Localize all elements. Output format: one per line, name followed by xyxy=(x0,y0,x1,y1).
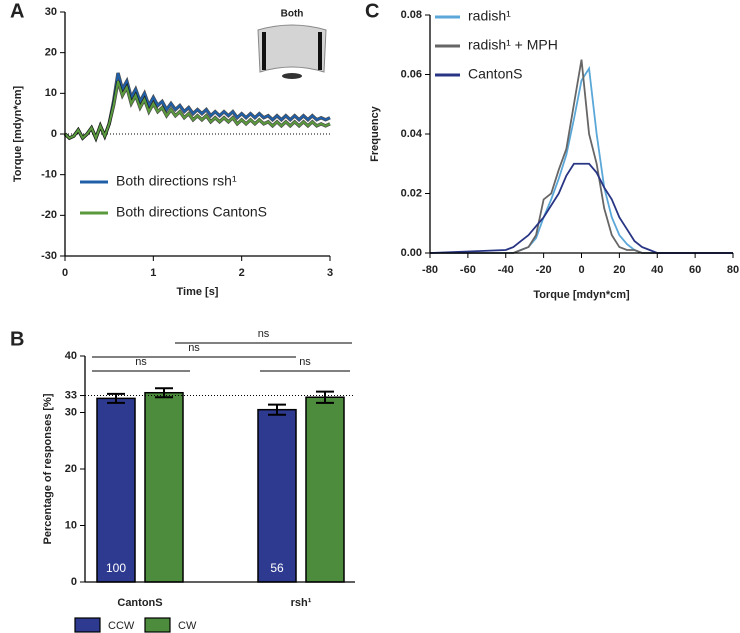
x-tick-label: 0 xyxy=(578,264,584,276)
x-tick-label: 0 xyxy=(62,267,68,279)
significance-label: ns xyxy=(188,342,200,354)
bar xyxy=(96,397,136,583)
y-tick-label: 0 xyxy=(51,128,57,140)
annotation: Both xyxy=(281,9,304,20)
series-line xyxy=(430,65,733,254)
y-axis-label: Percentage of responses [%] xyxy=(42,393,54,544)
series-outline xyxy=(63,72,331,143)
legend-label: CW xyxy=(178,620,197,632)
x-tick-label: -40 xyxy=(498,264,514,276)
y-tick-label: 20 xyxy=(45,47,57,59)
x-tick-label: 2 xyxy=(239,267,245,279)
legend-label: radish¹ + MPH xyxy=(468,37,558,53)
y-tick-label: -20 xyxy=(41,209,57,221)
panel-letter: B xyxy=(10,328,24,350)
legend-label: radish¹ xyxy=(468,8,511,24)
x-tick-label: 20 xyxy=(613,264,625,276)
panel-letter: A xyxy=(10,0,24,22)
legend-label: Both directions CantonS xyxy=(116,204,267,220)
series-line xyxy=(430,59,733,254)
fly xyxy=(282,73,302,79)
bar xyxy=(257,408,297,583)
x-tick-label: rsh¹ xyxy=(291,597,312,609)
bar xyxy=(305,396,345,583)
y-tick-label: 0.00 xyxy=(401,247,422,259)
y-tick-label: 0.02 xyxy=(401,187,422,199)
y-axis-label: Frequency xyxy=(369,105,381,162)
arena xyxy=(257,24,327,73)
y-tick-label: -30 xyxy=(41,250,57,262)
error-bar xyxy=(316,390,334,404)
significance-label: ns xyxy=(258,328,270,340)
error-bar xyxy=(268,403,286,416)
significance-label: ns xyxy=(299,356,311,368)
x-tick-label: 60 xyxy=(689,264,701,276)
x-tick-label: CantonS xyxy=(117,597,162,609)
x-tick-label: -80 xyxy=(422,264,438,276)
legend-label: CCW xyxy=(108,620,135,632)
panel-letter: C xyxy=(365,0,379,22)
x-tick-label: 3 xyxy=(327,267,333,279)
legend-swatch xyxy=(74,617,101,633)
legend-swatch xyxy=(144,617,171,633)
y-tick-label: 40 xyxy=(65,350,77,362)
significance-label: ns xyxy=(135,356,147,368)
bar xyxy=(144,391,184,583)
y-tick-label: 0.06 xyxy=(401,68,422,80)
y-tick-label: 20 xyxy=(65,463,77,475)
x-tick-label: -60 xyxy=(460,264,476,276)
x-axis-label: Time [s] xyxy=(177,286,219,298)
arena-icon xyxy=(257,24,327,79)
y-tick-label: 0.04 xyxy=(401,128,423,140)
arena-bar xyxy=(318,32,322,70)
x-tick-label: 80 xyxy=(727,264,739,276)
series-line xyxy=(64,72,331,141)
y-tick-label: 10 xyxy=(65,519,77,531)
y-tick-label: 30 xyxy=(45,6,57,18)
y-tick-label: 30 xyxy=(65,406,77,418)
y-tick-label: 0 xyxy=(71,576,77,588)
x-tick-label: -20 xyxy=(536,264,552,276)
count-label: 56 xyxy=(270,561,284,575)
x-tick-label: 40 xyxy=(651,264,663,276)
x-tick-label: 1 xyxy=(150,267,156,279)
legend-label: Both directions rsh¹ xyxy=(116,173,237,189)
y-tick-label: 10 xyxy=(45,87,57,99)
y-tick-label: 0.08 xyxy=(401,9,422,21)
arena-bar xyxy=(262,32,266,70)
series-line xyxy=(64,80,331,141)
y-axis-label: Torque [mdyn*cm] xyxy=(12,85,24,182)
count-label: 100 xyxy=(106,561,126,575)
series-line xyxy=(429,162,733,254)
y-tick-label: 33 xyxy=(65,389,77,401)
x-axis-label: Torque [mdyn*cm] xyxy=(533,289,630,301)
y-tick-label: -10 xyxy=(41,169,57,181)
legend-label: CantonS xyxy=(468,66,522,82)
